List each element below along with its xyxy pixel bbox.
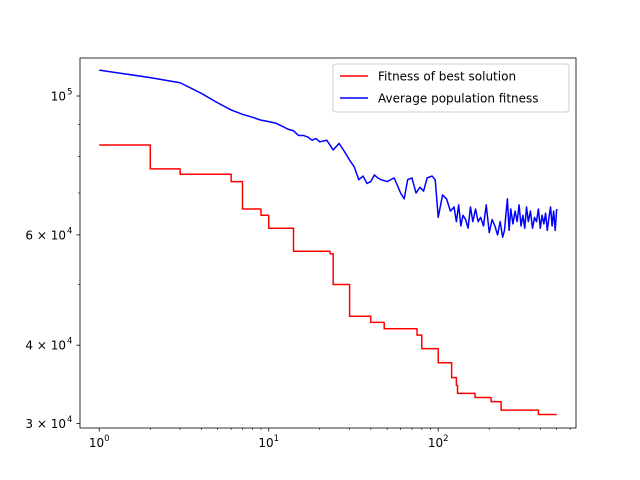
y-tick-label-1: 4 × 10 xyxy=(25,339,66,353)
y-tick-exp-0: 4 xyxy=(67,415,72,425)
series-line-0 xyxy=(99,144,557,416)
y-tick-label-2: 6 × 10 xyxy=(25,228,66,242)
x-tick-label-1: 101 xyxy=(258,434,279,450)
legend-label-average: Average population fitness xyxy=(378,92,539,106)
y-tick-label-3: 10 xyxy=(51,90,66,104)
series-layer xyxy=(99,69,558,416)
x-tick-label-0: 100 xyxy=(89,434,110,450)
y-tick-label-0: 3 × 10 xyxy=(25,417,66,431)
legend-label-best: Fitness of best solution xyxy=(378,70,516,84)
x-tick-label-2: 102 xyxy=(428,434,449,450)
series-line-1 xyxy=(99,69,558,238)
y-tick-exp-3: 5 xyxy=(67,88,72,98)
y-tick-exp-1: 4 xyxy=(67,337,72,347)
y-tick-exp-2: 4 xyxy=(67,226,72,236)
legend-box xyxy=(332,63,570,113)
legend: Fitness of best solution Average populat… xyxy=(332,63,570,113)
plot-frame xyxy=(79,57,577,429)
